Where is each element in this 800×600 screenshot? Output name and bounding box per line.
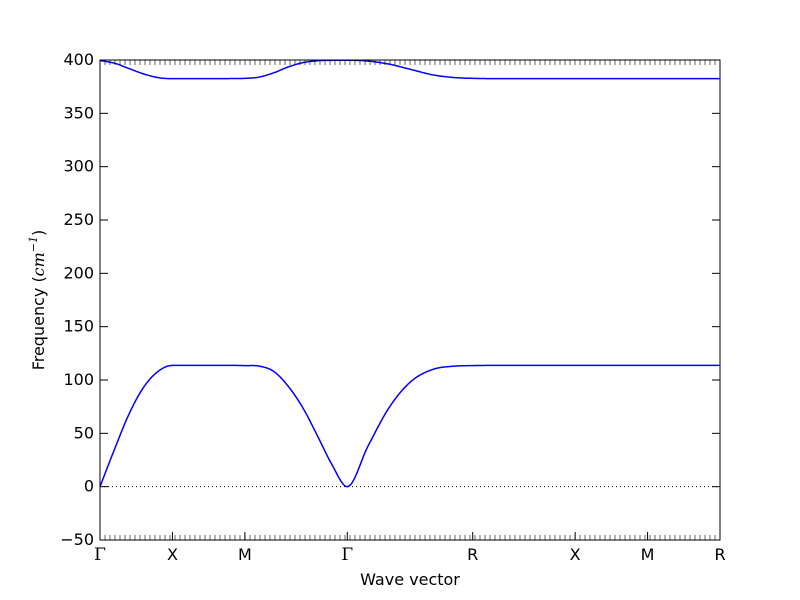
x-tick-label-gamma: Γ [94, 545, 106, 565]
y-axis-title: Frequency (cm−1) [27, 230, 48, 371]
x-tick-label-gamma: Γ [341, 545, 353, 565]
y-tick-label: 350 [63, 103, 94, 122]
x-tick-label-x: X [167, 545, 178, 564]
x-tick-label-m: M [238, 545, 252, 564]
x-axis-title: Wave vector [360, 570, 460, 589]
band-line-2 [99, 59, 720, 80]
y-tick-label: 100 [63, 370, 94, 389]
y-axis-title-exponent: −1 [27, 236, 40, 252]
x-tick-label-x: X [570, 545, 581, 564]
y-tick-label: 150 [63, 317, 94, 336]
y-tick-label: 250 [63, 210, 94, 229]
y-tick-label: −50 [60, 530, 94, 549]
minor-tick-layer [99, 60, 721, 540]
y-tick-label: 0 [84, 477, 94, 496]
plot-frame [99, 59, 721, 541]
x-tick-label-r: R [467, 545, 478, 564]
x-tick-label-r: R [714, 545, 725, 564]
series-layer [99, 59, 720, 488]
band-line-1 [99, 364, 720, 488]
y-tick-label: 50 [74, 423, 94, 442]
y-tick-label: 200 [63, 263, 94, 282]
y-axis-title-unit: cm [29, 252, 48, 276]
y-tick-label: 300 [63, 157, 94, 176]
x-tick-label-m: M [641, 545, 655, 564]
y-axis-title-prefix: Frequency ( [29, 276, 48, 370]
y-axis-title-suffix: ) [29, 230, 48, 236]
y-tick-label: 400 [63, 50, 94, 69]
y-tick-layer: −50 0 50 100 150 200 250 300 350 400 [60, 50, 720, 549]
